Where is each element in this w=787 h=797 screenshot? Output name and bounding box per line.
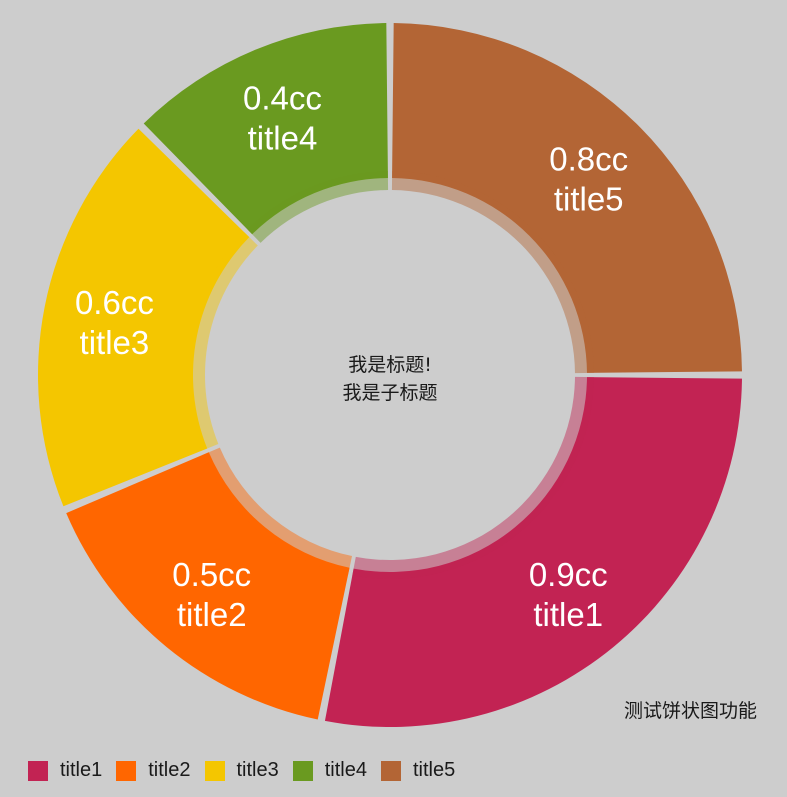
legend-label: title5 — [413, 759, 456, 781]
legend-item-title5[interactable]: title5 — [381, 759, 455, 782]
slice-arc[interactable] — [324, 377, 742, 727]
slice-inner-ring — [202, 447, 353, 575]
slice-value-label: 0.4cc — [243, 79, 322, 116]
center-subtitle: 我是子标题 — [342, 382, 438, 404]
legend-item-title2[interactable]: title2 — [116, 759, 191, 782]
chart-description: 测试饼状图功能 — [623, 700, 757, 722]
legend-label: title1 — [60, 759, 103, 781]
legend-swatch — [116, 760, 137, 781]
legend-swatch — [381, 760, 401, 781]
slice-value-label: 0.8cc — [549, 140, 628, 177]
slice-arc[interactable] — [66, 452, 350, 720]
legend-label: title2 — [148, 759, 191, 781]
legend-swatch — [204, 760, 225, 781]
slice-arc[interactable] — [37, 128, 250, 507]
legend-item-title1[interactable]: title1 — [28, 759, 102, 782]
slice-title-label: title1 — [533, 596, 603, 633]
slice-inner-ring — [186, 232, 258, 452]
slice-title-label: title4 — [248, 119, 318, 156]
center-title: 我是标题! — [348, 354, 432, 376]
slice-value-label: 0.5cc — [172, 556, 251, 593]
slice-title-label: title3 — [80, 324, 150, 361]
slice-arc[interactable] — [392, 23, 742, 373]
legend-label: title3 — [236, 759, 279, 781]
legend-swatch — [292, 760, 313, 781]
legend-item-title3[interactable]: title3 — [204, 759, 279, 782]
slice-inner-ring — [247, 171, 389, 243]
slice-inner-ring — [352, 376, 594, 579]
slice-value-label: 0.6cc — [75, 284, 154, 321]
legend-label: title4 — [324, 759, 367, 781]
legend: title1 title2 title3 title4 title5 — [28, 759, 469, 782]
slice-arc[interactable] — [143, 23, 388, 235]
legend-swatch — [28, 760, 48, 781]
slice-title-label: title5 — [554, 180, 624, 217]
slice-inner-ring — [391, 171, 594, 374]
slice-value-label: 0.9cc — [529, 556, 608, 593]
legend-item-title4[interactable]: title4 — [292, 759, 367, 782]
slice-title-label: title2 — [177, 596, 247, 633]
